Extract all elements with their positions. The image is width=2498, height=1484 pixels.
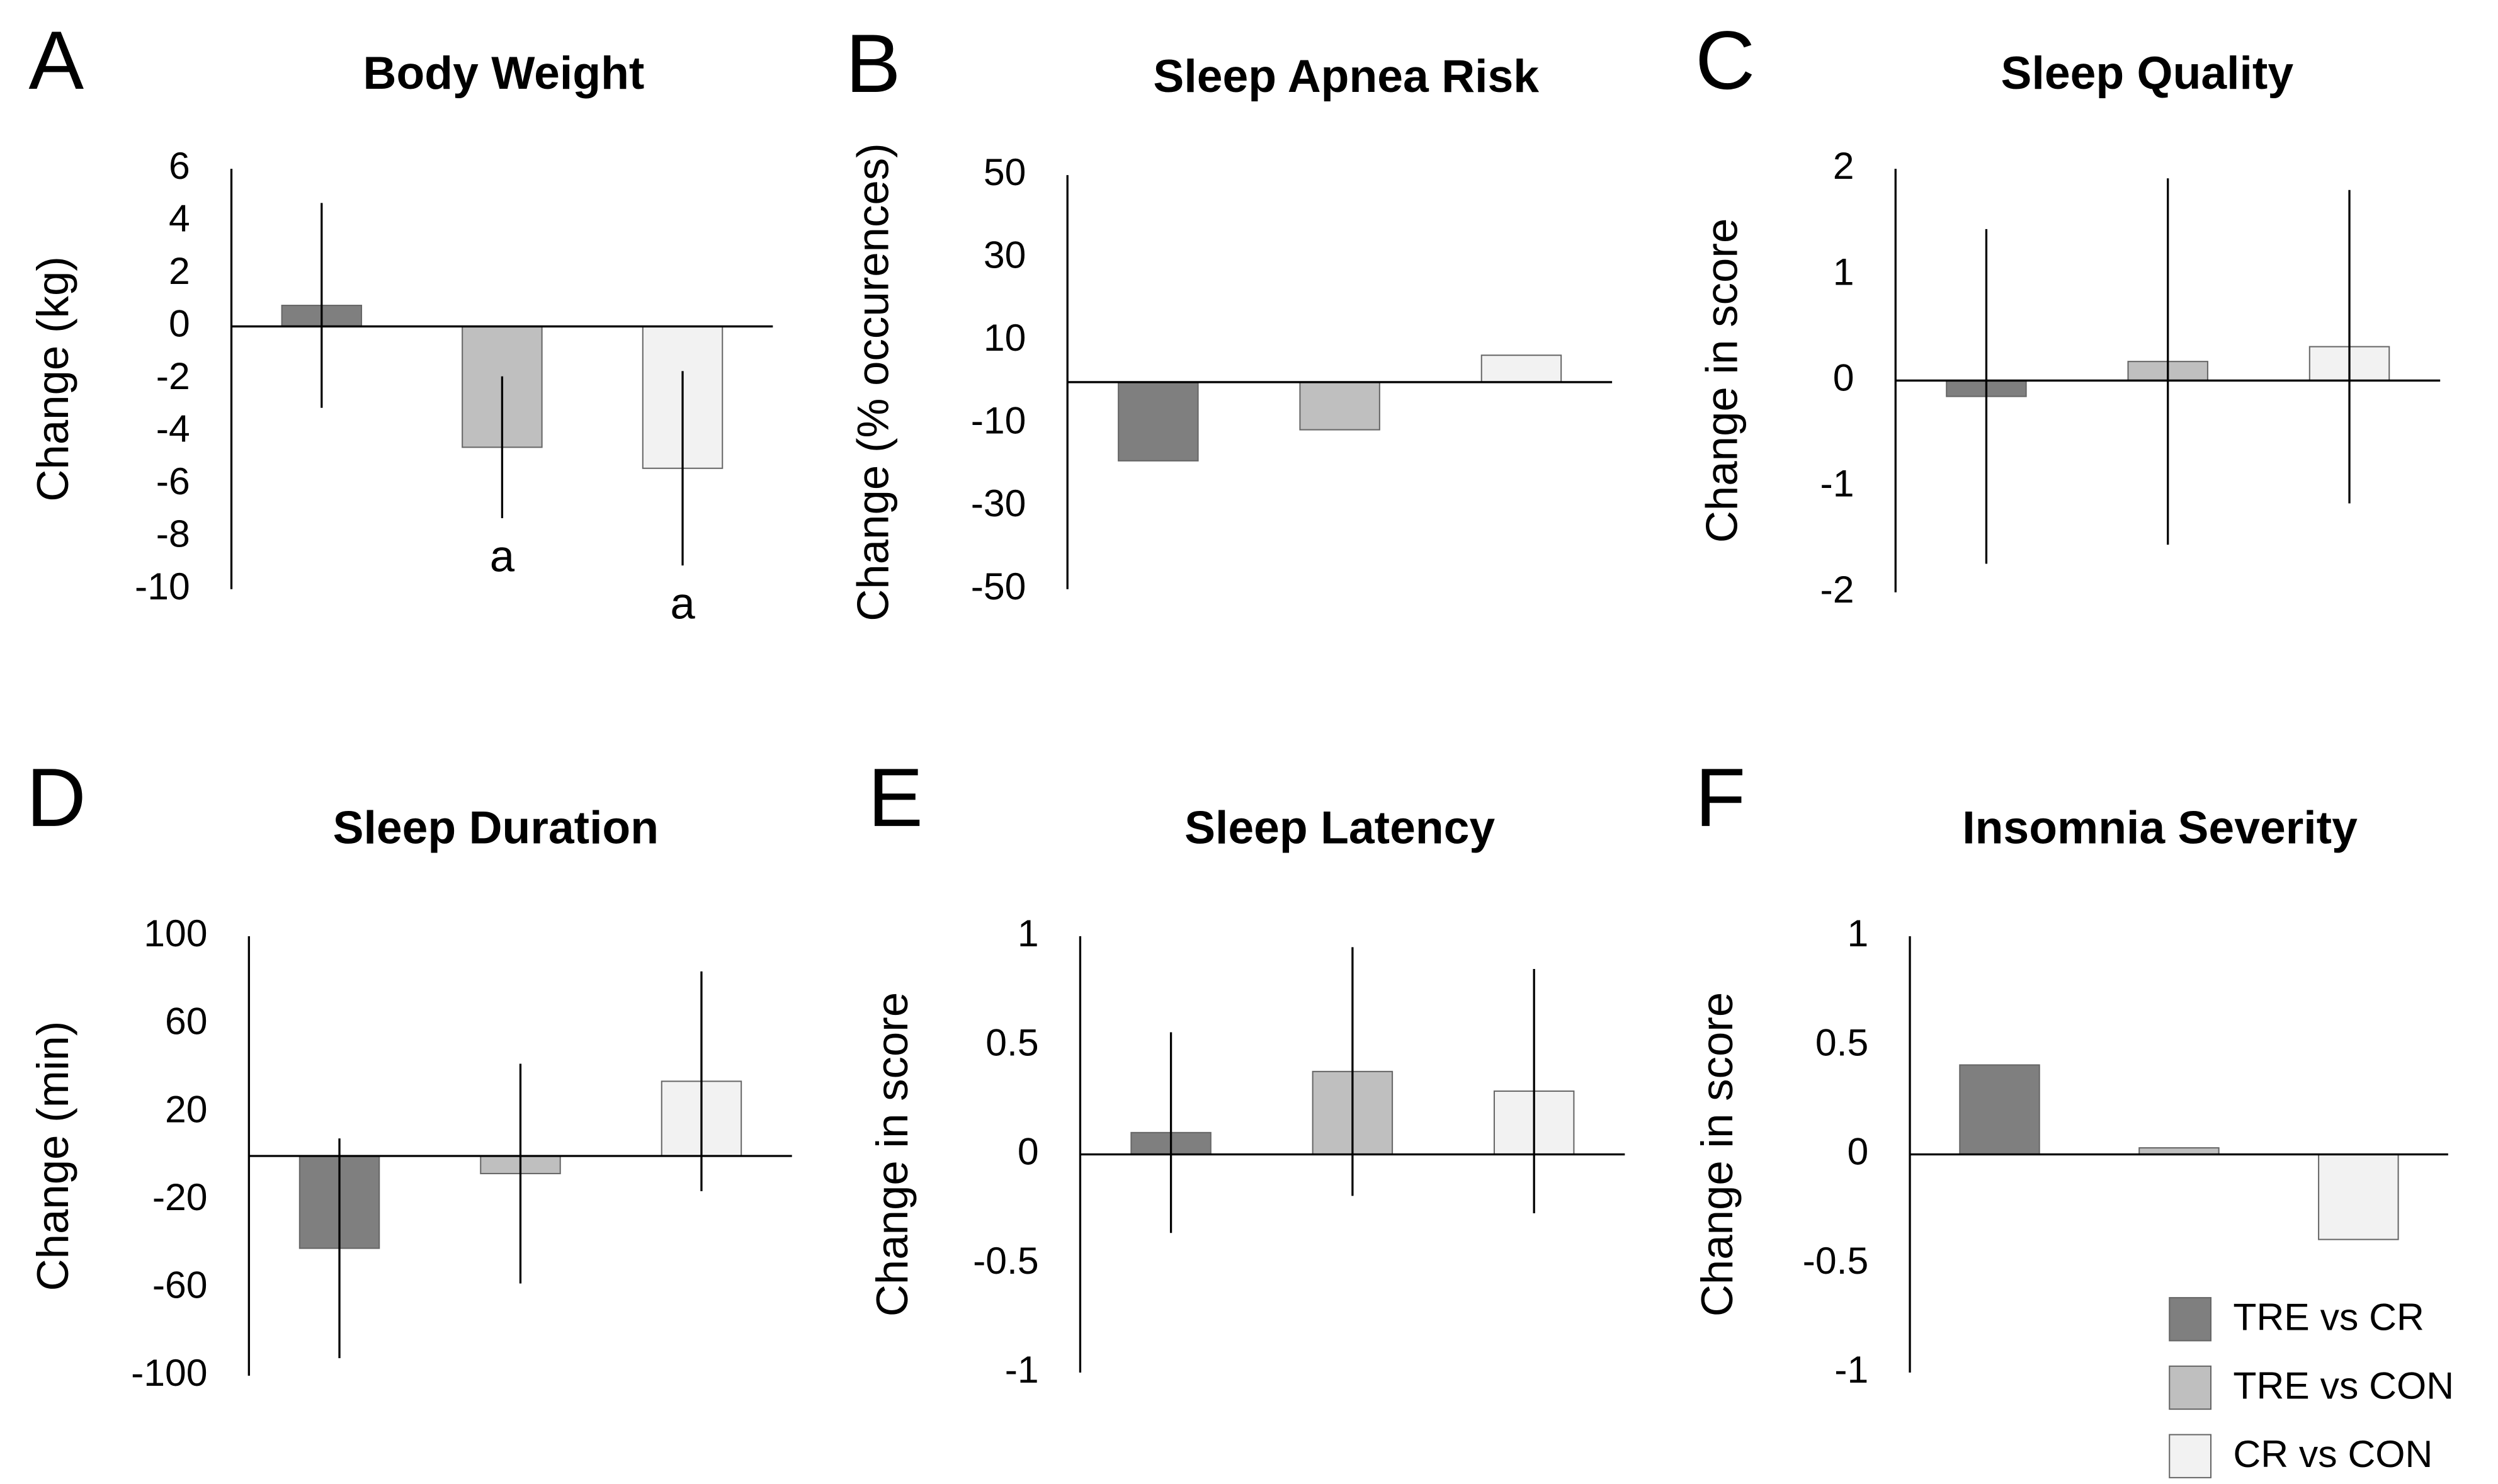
y-tick-label: -30 bbox=[971, 482, 1026, 524]
y-tick-label: 50 bbox=[984, 150, 1026, 193]
legend-label: CR vs CON bbox=[2233, 1432, 2433, 1475]
bar bbox=[1299, 381, 1380, 431]
bar bbox=[2318, 1153, 2399, 1240]
y-tick-label: -10 bbox=[135, 565, 190, 608]
annotation: a bbox=[670, 579, 695, 629]
y-axis-label: Change (kg) bbox=[28, 256, 78, 502]
y-axis-label: Change (min) bbox=[28, 1021, 78, 1291]
y-tick-label: 0.5 bbox=[985, 1021, 1038, 1063]
chart-title: Body Weight bbox=[363, 47, 645, 99]
y-tick-label: 2 bbox=[169, 249, 190, 292]
y-tick-label: -1 bbox=[1820, 462, 1854, 505]
y-tick-label: -10 bbox=[971, 399, 1026, 442]
y-tick-label: 4 bbox=[169, 197, 190, 240]
y-tick-label: -1 bbox=[1834, 1348, 1868, 1391]
bar bbox=[1118, 381, 1199, 462]
chart-title: Sleep Latency bbox=[1184, 801, 1495, 853]
y-tick-label: 0 bbox=[1833, 356, 1854, 399]
panel-letter: F bbox=[1695, 751, 1746, 844]
legend-swatch bbox=[2169, 1297, 2212, 1342]
y-tick-label: -0.5 bbox=[1803, 1239, 1869, 1282]
y-tick-label: -0.5 bbox=[973, 1239, 1039, 1282]
panel-letter: A bbox=[28, 14, 84, 106]
y-tick-label: -6 bbox=[156, 460, 190, 502]
legend-label: TRE vs CON bbox=[2233, 1364, 2454, 1407]
y-tick-label: 1 bbox=[1848, 912, 1869, 954]
y-axis-label: Change (% occurences) bbox=[848, 143, 898, 621]
panel-letter: C bbox=[1695, 14, 1755, 106]
panel-letter: D bbox=[26, 751, 86, 844]
y-tick-label: 10 bbox=[984, 316, 1026, 359]
y-tick-label: -20 bbox=[152, 1175, 208, 1218]
y-tick-label: 0 bbox=[1848, 1130, 1869, 1173]
y-tick-label: -4 bbox=[156, 407, 190, 450]
y-tick-label: -8 bbox=[156, 512, 190, 555]
y-axis-label: Change in score bbox=[1697, 218, 1747, 543]
legend-swatch bbox=[2169, 1365, 2212, 1410]
y-tick-label: -100 bbox=[131, 1351, 207, 1394]
y-tick-label: 60 bbox=[165, 1000, 208, 1043]
y-tick-label: 1 bbox=[1833, 250, 1854, 293]
legend-swatch bbox=[2169, 1434, 2212, 1478]
y-tick-label: 100 bbox=[144, 912, 207, 954]
y-tick-label: -60 bbox=[152, 1263, 208, 1306]
y-tick-label: 1 bbox=[1018, 912, 1039, 954]
chart-title: Sleep Quality bbox=[2001, 47, 2294, 99]
legend-label: TRE vs CR bbox=[2233, 1296, 2424, 1339]
panel-letter: E bbox=[868, 751, 923, 844]
y-tick-label: 0.5 bbox=[1815, 1021, 1868, 1063]
chart-title: Sleep Duration bbox=[333, 801, 659, 853]
y-axis-label: Change in score bbox=[1693, 992, 1742, 1317]
y-tick-label: -2 bbox=[1820, 568, 1854, 611]
chart-title: Insomnia Severity bbox=[1962, 801, 2358, 853]
bar bbox=[1480, 354, 1562, 383]
y-tick-label: -1 bbox=[1005, 1348, 1039, 1391]
chart-title: Sleep Apnea Risk bbox=[1153, 50, 1539, 102]
panel-letter: B bbox=[846, 17, 901, 110]
y-tick-label: -50 bbox=[971, 565, 1026, 608]
y-tick-label: 20 bbox=[165, 1087, 208, 1130]
y-tick-label: -2 bbox=[156, 354, 190, 397]
annotation: a bbox=[490, 532, 515, 582]
y-tick-label: 30 bbox=[984, 234, 1026, 276]
y-axis-label: Change in score bbox=[868, 992, 917, 1317]
bar bbox=[1959, 1064, 2040, 1155]
y-tick-label: 2 bbox=[1833, 144, 1854, 187]
y-tick-label: 0 bbox=[169, 302, 190, 344]
y-tick-label: 6 bbox=[169, 144, 190, 187]
y-tick-label: 0 bbox=[1018, 1130, 1039, 1173]
